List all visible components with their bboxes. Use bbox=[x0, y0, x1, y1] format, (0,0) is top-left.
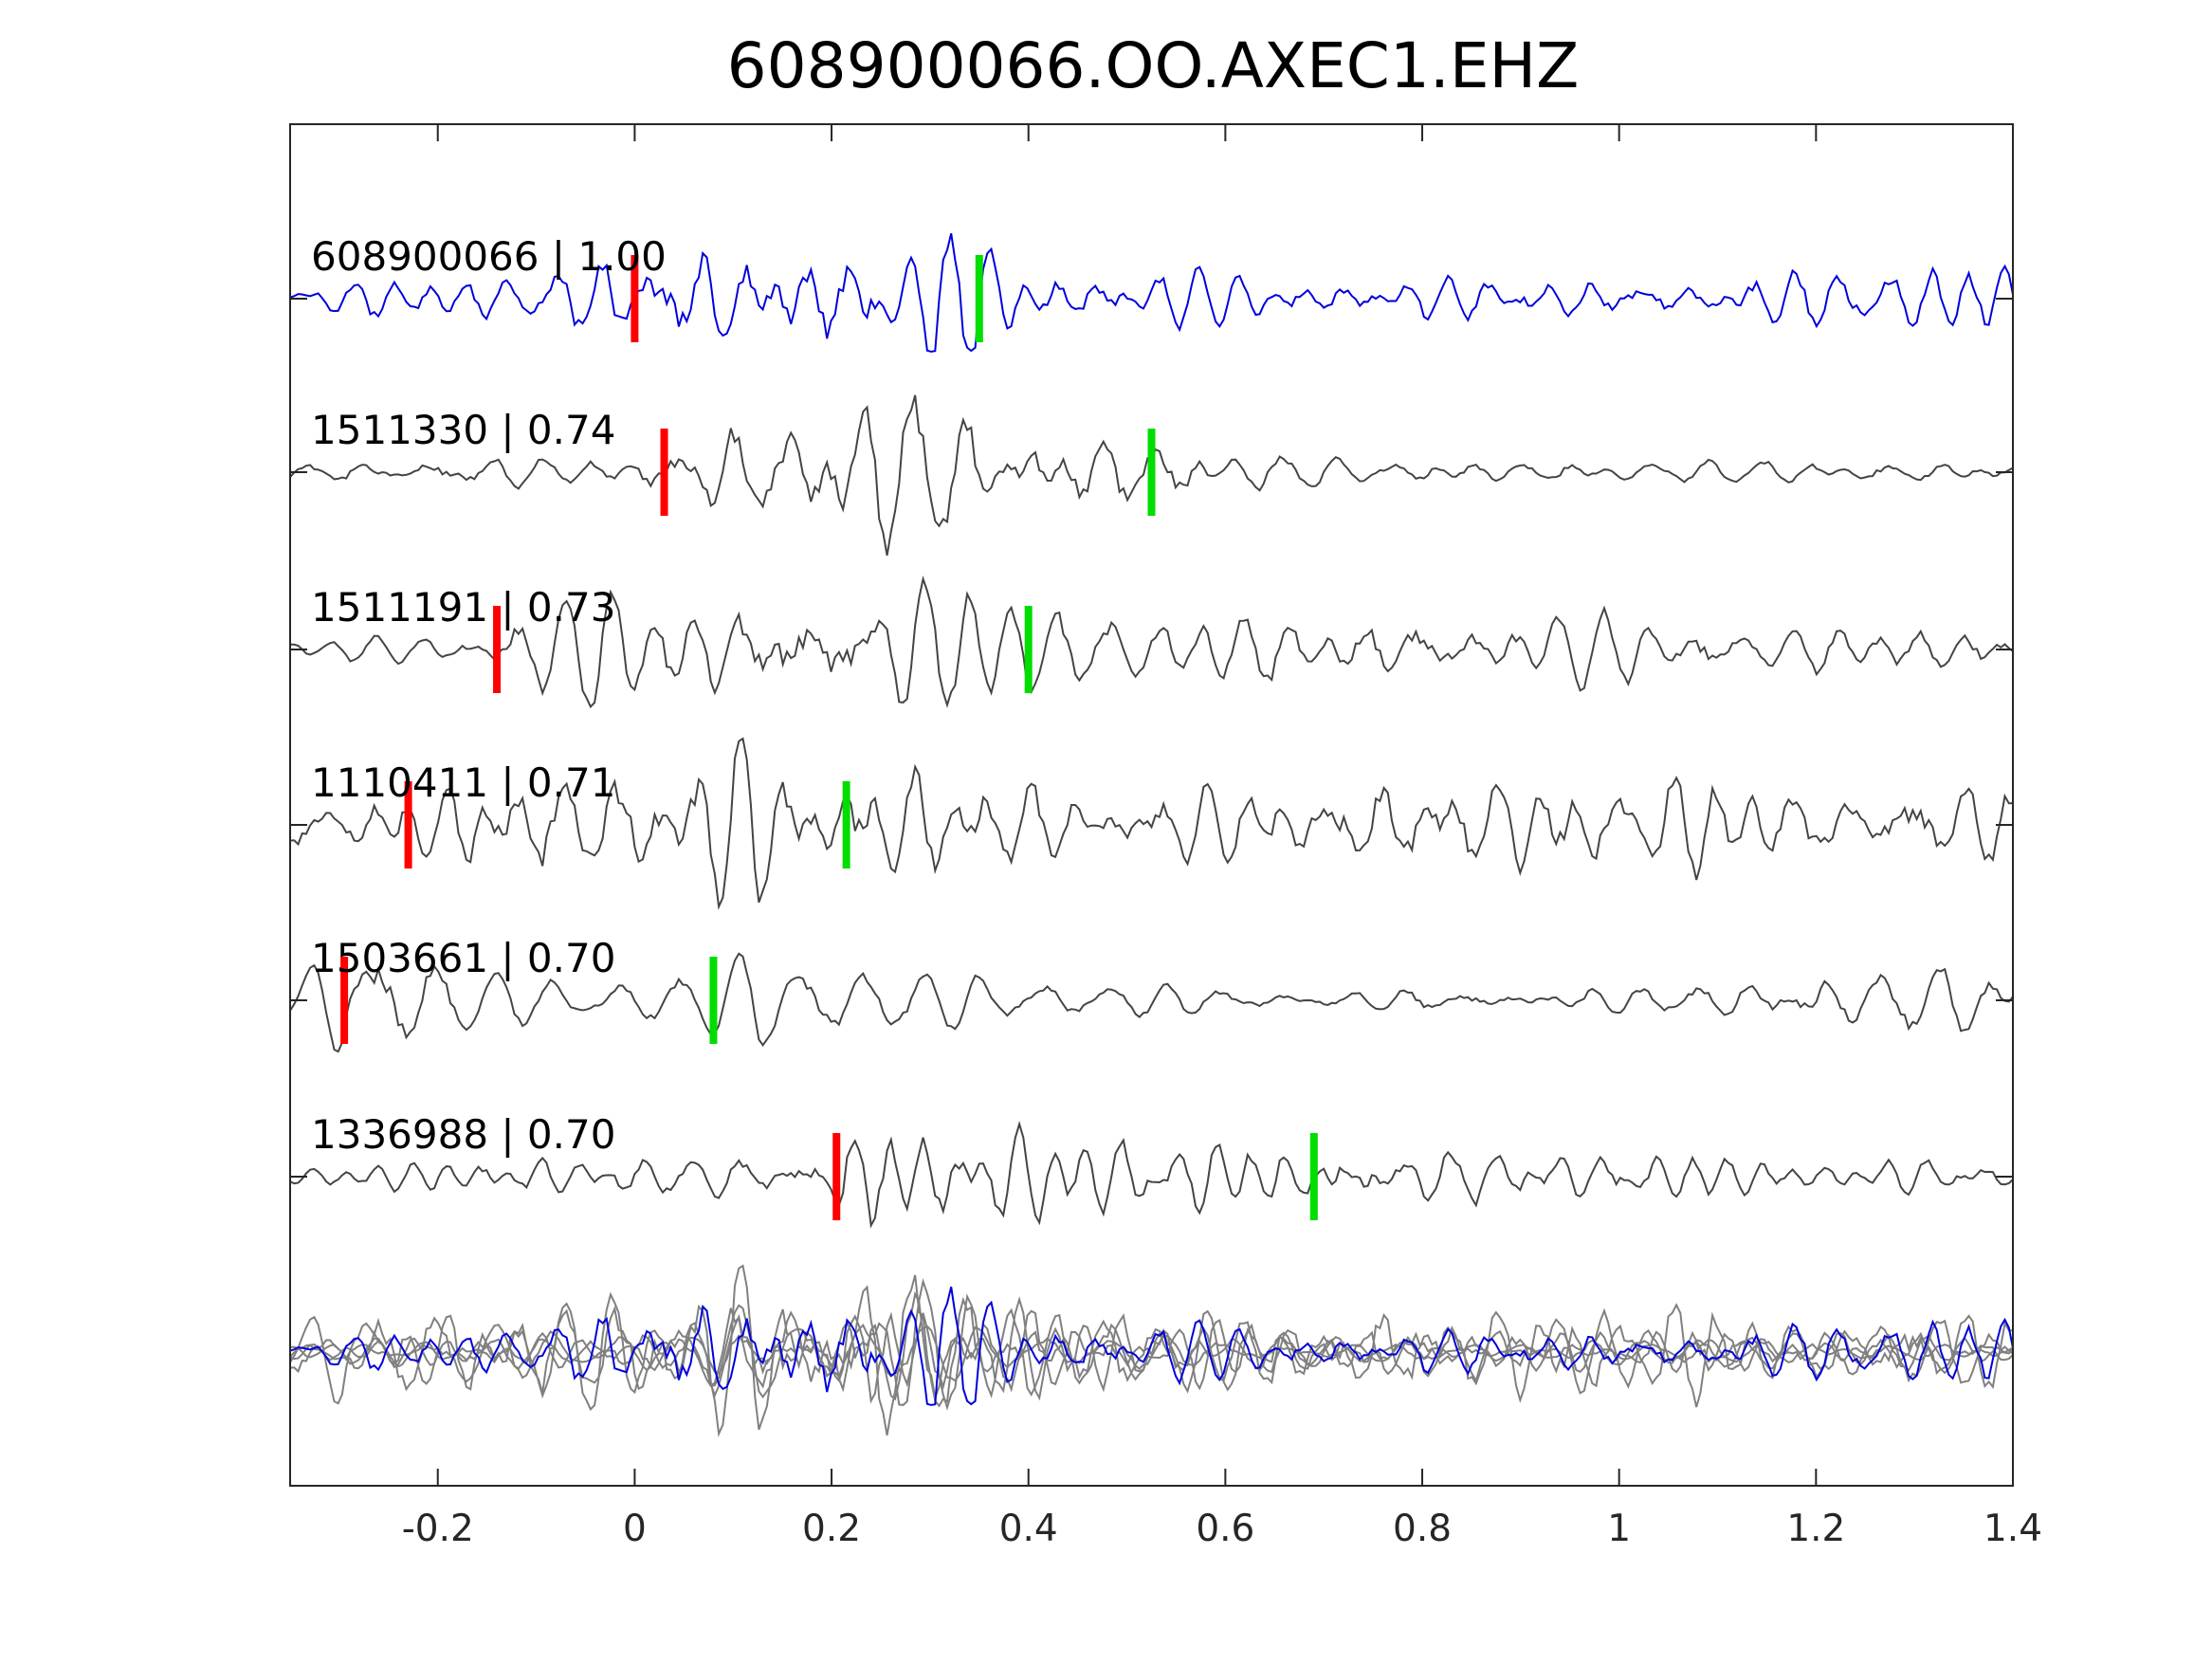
x-tick-label: 0.2 bbox=[802, 1508, 861, 1550]
plot-frame bbox=[289, 123, 2014, 1487]
trace-1110411 bbox=[289, 737, 2014, 910]
trace-1511191 bbox=[289, 575, 2014, 709]
x-tick-label: 0 bbox=[623, 1508, 647, 1550]
x-tick-label: 0.8 bbox=[1393, 1508, 1452, 1550]
x-tick-label: 0.4 bbox=[999, 1508, 1058, 1550]
trace-label-1336988: 1336988 | 0.70 bbox=[311, 1111, 615, 1158]
trace-label-1110411: 1110411 | 0.71 bbox=[311, 759, 615, 806]
x-tick-label: -0.2 bbox=[402, 1508, 474, 1550]
x-tick-label: 1.2 bbox=[1786, 1508, 1845, 1550]
trace-label-1511330: 1511330 | 0.74 bbox=[311, 407, 615, 453]
trace-1336988 bbox=[289, 1120, 2014, 1229]
x-tick-label: 1 bbox=[1607, 1508, 1631, 1550]
x-tick-label: 1.4 bbox=[1983, 1508, 2042, 1550]
trace-label-608900066: 608900066 | 1.00 bbox=[311, 233, 667, 280]
trace-label-1511191: 1511191 | 0.73 bbox=[311, 584, 615, 631]
trace-label-1503661: 1503661 | 0.70 bbox=[311, 935, 615, 981]
chart-title: 608900066.OO.AXEC1.EHZ bbox=[727, 29, 1580, 102]
trace-1503661 bbox=[289, 952, 2014, 1053]
picks-layer bbox=[340, 255, 1318, 1220]
traces-layer bbox=[289, 232, 2014, 1437]
x-axis: -0.2 0 0.2 0.4 0.6 0.8 1 1.2 1.4 bbox=[402, 124, 2042, 1550]
labels-layer: 608900066 | 1.00 1511330 | 0.74 1511191 | … bbox=[311, 233, 667, 1158]
overlay-trace-1336988 bbox=[289, 1295, 2014, 1404]
trace-608900066 bbox=[289, 232, 2014, 353]
overlay-trace-608900066 bbox=[289, 1286, 2014, 1406]
x-tick-label: 0.6 bbox=[1196, 1508, 1254, 1550]
